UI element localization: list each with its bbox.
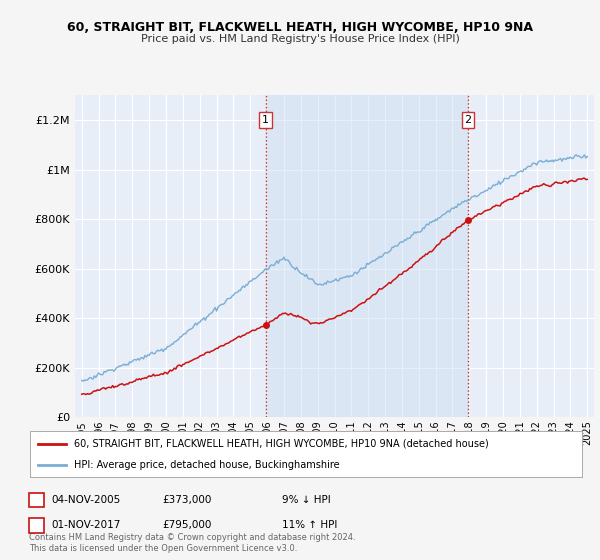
Text: 60, STRAIGHT BIT, FLACKWELL HEATH, HIGH WYCOMBE, HP10 9NA (detached house): 60, STRAIGHT BIT, FLACKWELL HEATH, HIGH … [74, 438, 489, 449]
Text: 60, STRAIGHT BIT, FLACKWELL HEATH, HIGH WYCOMBE, HP10 9NA: 60, STRAIGHT BIT, FLACKWELL HEATH, HIGH … [67, 21, 533, 34]
Bar [266, 95, 468, 417]
Text: 1: 1 [33, 495, 40, 505]
Text: 04-NOV-2005: 04-NOV-2005 [51, 495, 120, 505]
Text: 2: 2 [464, 115, 472, 125]
Text: 2: 2 [33, 520, 40, 530]
Text: Contains HM Land Registry data © Crown copyright and database right 2024.
This d: Contains HM Land Registry data © Crown c… [29, 533, 355, 553]
Text: 1: 1 [262, 115, 269, 125]
Text: 01-NOV-2017: 01-NOV-2017 [51, 520, 121, 530]
Text: 9% ↓ HPI: 9% ↓ HPI [282, 495, 331, 505]
Text: £373,000: £373,000 [162, 495, 211, 505]
Text: HPI: Average price, detached house, Buckinghamshire: HPI: Average price, detached house, Buck… [74, 460, 340, 470]
Text: Price paid vs. HM Land Registry's House Price Index (HPI): Price paid vs. HM Land Registry's House … [140, 34, 460, 44]
Text: 11% ↑ HPI: 11% ↑ HPI [282, 520, 337, 530]
Text: £795,000: £795,000 [162, 520, 211, 530]
